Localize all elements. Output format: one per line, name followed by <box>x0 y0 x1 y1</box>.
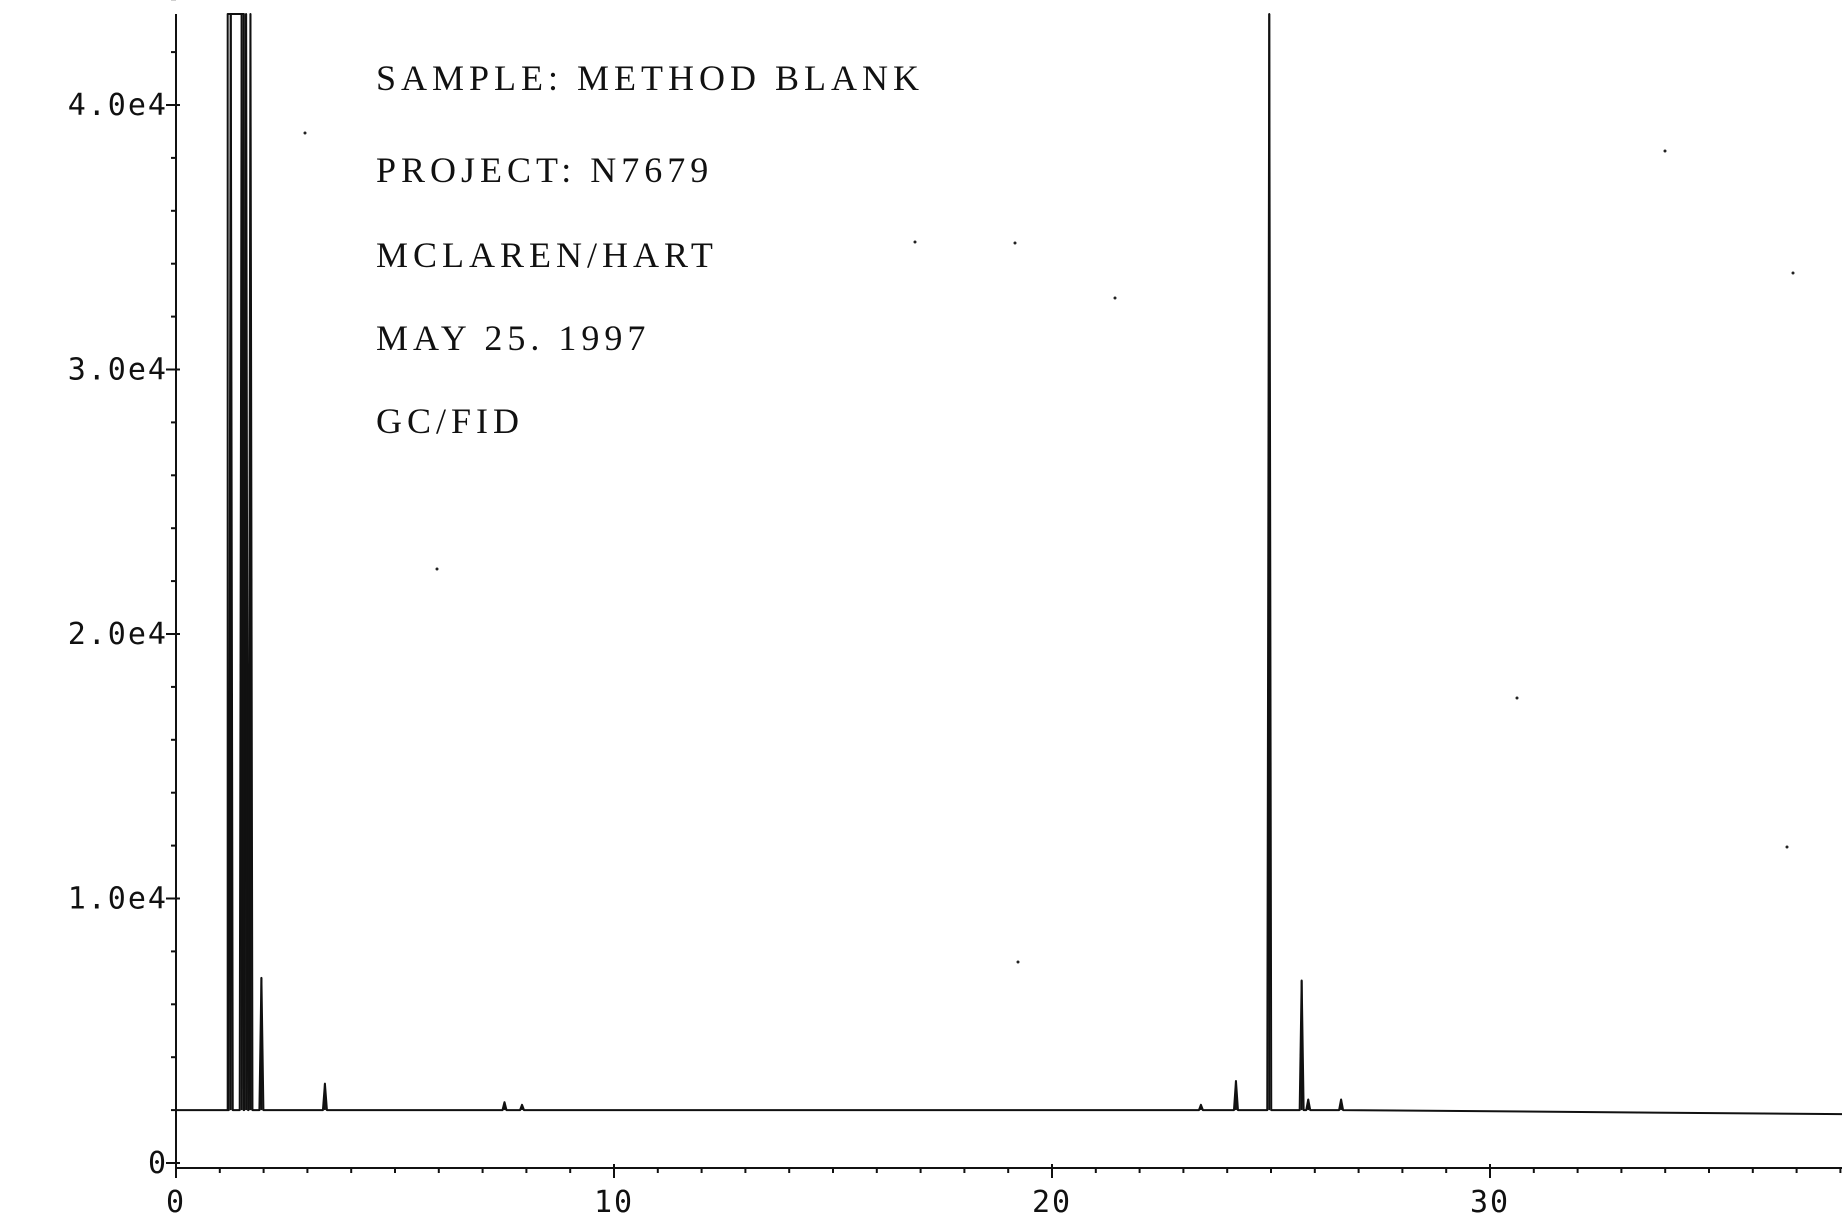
annotation-line: MAY 25. 1997 <box>376 318 650 358</box>
annotation-line: PROJECT: N7679 <box>376 150 713 190</box>
annotation-line: MCLAREN/HART <box>376 235 718 275</box>
y-tick-label: 2.0e4 <box>68 617 168 652</box>
scan-speck <box>1663 149 1667 153</box>
x-tick-label: 10 <box>594 1185 634 1218</box>
y-tick-label: 4.0e4 <box>68 88 168 123</box>
scan-speck <box>1113 296 1117 300</box>
x-tick-label: 20 <box>1032 1185 1072 1218</box>
annotations: SAMPLE: METHOD BLANK PROJECT: N7679 MCLARE… <box>376 58 924 441</box>
x-tick-label: 30 <box>1470 1185 1510 1218</box>
y-tick-label: 0 <box>148 1146 168 1181</box>
scan-speck <box>1791 271 1795 275</box>
scan-speck <box>1785 845 1789 849</box>
scan-noise <box>303 131 1795 964</box>
scan-speck <box>1016 960 1020 964</box>
traces <box>176 13 1842 1116</box>
y-tick-label: 1.0e4 <box>68 882 168 917</box>
scan-speck <box>435 567 439 571</box>
scan-speck <box>913 240 917 244</box>
x-tick-label: 0 <box>166 1185 186 1218</box>
ticks: 0 1.0e4 2.0e4 3.0e4 4.0e4 0 10 20 30 <box>68 0 1842 1218</box>
y-tick-label: 3.0e4 <box>68 353 168 388</box>
annotation-line: SAMPLE: METHOD BLANK <box>376 58 924 98</box>
annotation-line: GC/FID <box>376 401 524 441</box>
scan-speck <box>303 131 307 135</box>
solvent-peak <box>226 13 245 1111</box>
scan-speck <box>1013 241 1017 245</box>
scan-speck <box>1515 696 1519 700</box>
